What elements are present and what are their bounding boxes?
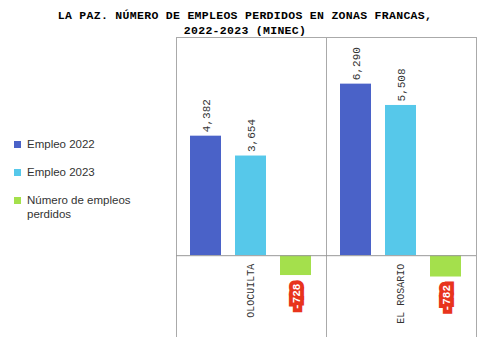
svg-text:EL ROSARIO: EL ROSARIO [396,264,407,324]
html-text:Empleo 2023: Empleo 2023 [27,166,95,178]
svg-text:6,290: 6,290 [351,47,363,80]
html-text:LA PAZ. NÚMERO DE EMPLEOS PERD: LA PAZ. NÚMERO DE EMPLEOS PERDIDOS EN ZO… [57,9,433,37]
svg-text:5,508: 5,508 [396,68,408,101]
html-text:Número de empleos perdidos: Número de empleos perdidos [27,194,131,220]
svg-text:OLOCUILTA: OLOCUILTA [246,264,257,318]
svg-text:3,654: 3,654 [246,119,258,152]
svg-text:-728: -728 [291,283,303,310]
svg-text:-782: -782 [441,285,453,311]
svg-text:4,382: 4,382 [201,99,213,132]
html-text:Empleo 2022: Empleo 2022 [27,138,95,150]
